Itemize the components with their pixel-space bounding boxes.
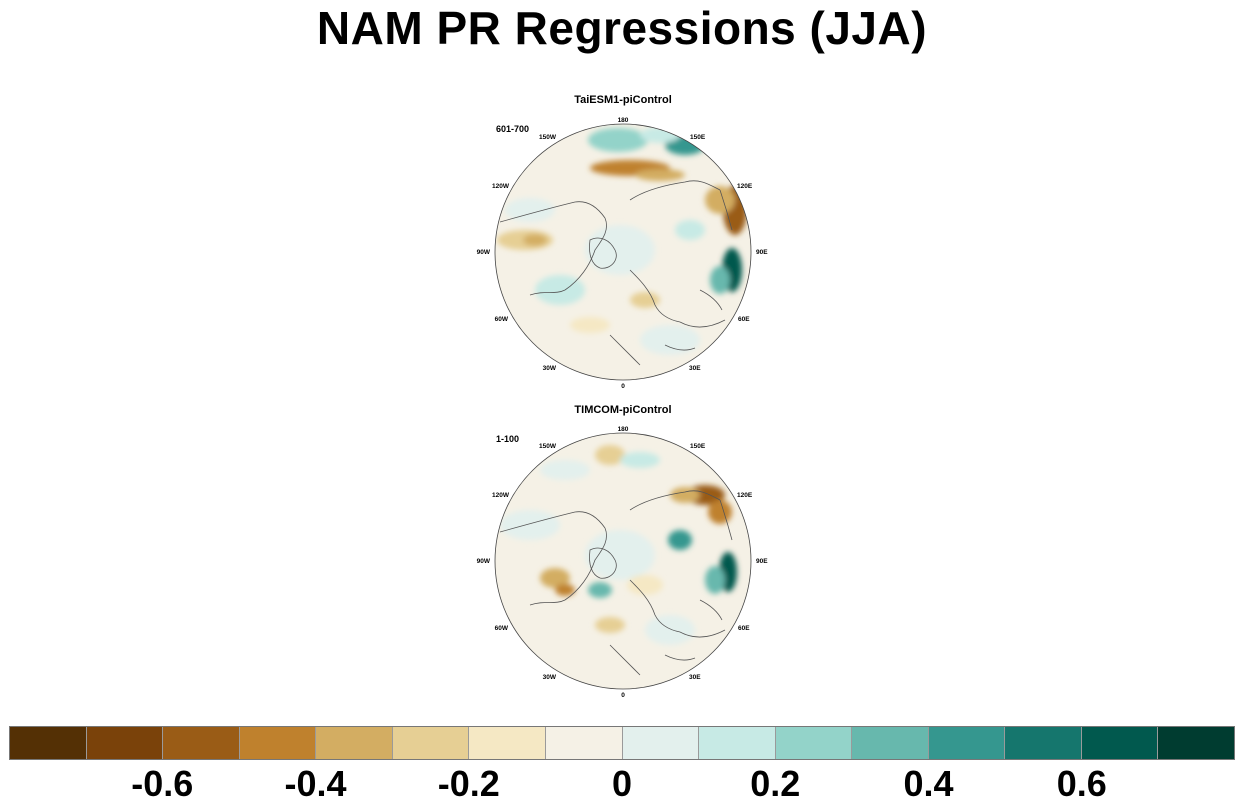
lon-label: 120W [492, 492, 510, 499]
colorbar-tick-label: 0 [611, 763, 633, 804]
lon-label: 90W [477, 558, 491, 565]
panel-title: TaiESM1-piControl [574, 94, 672, 106]
lon-label: 0 [621, 383, 625, 390]
colorbar-box [1005, 727, 1082, 759]
lon-label: 30W [543, 674, 557, 681]
lon-label: 60W [495, 625, 509, 632]
colorbar-box [545, 727, 623, 759]
polar-map-timcom: 180 150E 120E 90E 60E 30E 0 30W 60W 90W … [477, 426, 769, 699]
lon-label: 90E [756, 558, 768, 565]
lon-label: 120E [737, 183, 753, 190]
figure-title: NAM PR Regressions (JJA) [316, 2, 928, 54]
lon-label: 30E [689, 365, 701, 372]
colorbar-box [392, 727, 470, 759]
lon-label: 0 [621, 692, 625, 699]
lon-label: 30W [543, 365, 557, 372]
colorbar-labels: -0.6 -0.4 -0.2 0 0.2 0.4 0.6 [9, 762, 1235, 806]
lon-label: 30E [689, 674, 701, 681]
lon-label: 180 [618, 117, 629, 124]
colorbar-box [469, 727, 546, 759]
lon-label: 150E [690, 443, 706, 450]
colorbar-box [1158, 727, 1234, 759]
map-panel-taiesm1: 180 150E 120E 90E 60E 30E 0 30W 60W 90W … [470, 90, 780, 390]
panel-period: 601-700 [496, 124, 530, 134]
map-panel-timcom: 180 150E 120E 90E 60E 30E 0 30W 60W 90W … [470, 400, 780, 700]
lon-label: 90E [756, 249, 768, 256]
lon-label: 60E [738, 316, 750, 323]
colorbar-tick-label: 0.6 [1056, 763, 1107, 804]
lon-label: 150W [539, 134, 557, 141]
lon-label: 60E [738, 625, 750, 632]
colorbar-box [852, 727, 929, 759]
colorbar-box [163, 727, 240, 759]
colorbar-tick-label: -0.6 [131, 763, 194, 804]
polar-map-taiesm1: 180 150E 120E 90E 60E 30E 0 30W 60W 90W … [477, 117, 769, 390]
lon-label: 150W [539, 443, 557, 450]
colorbar-box [86, 727, 164, 759]
colorbar-box [699, 727, 776, 759]
lon-label: 150E [690, 134, 706, 141]
colorbar-box [10, 727, 87, 759]
colorbar-box [622, 727, 700, 759]
lon-label: 60W [495, 316, 509, 323]
colorbar-tick-label: -0.4 [284, 763, 347, 804]
colorbar-tick-label: 0.4 [903, 763, 954, 804]
colorbar-tick-label: -0.2 [437, 763, 500, 804]
colorbar-box [239, 727, 317, 759]
lon-label: 90W [477, 249, 491, 256]
panel-title: TIMCOM-piControl [574, 404, 672, 416]
colorbar-box [775, 727, 853, 759]
lon-label: 120W [492, 183, 510, 190]
colorbar-box [316, 727, 393, 759]
lon-label: 120E [737, 492, 753, 499]
colorbar [9, 726, 1235, 760]
colorbar-tick-label: 0.2 [750, 763, 801, 804]
colorbar-box [1081, 727, 1159, 759]
lon-label: 180 [618, 426, 629, 433]
panel-period: 1-100 [496, 434, 520, 444]
colorbar-box [928, 727, 1006, 759]
